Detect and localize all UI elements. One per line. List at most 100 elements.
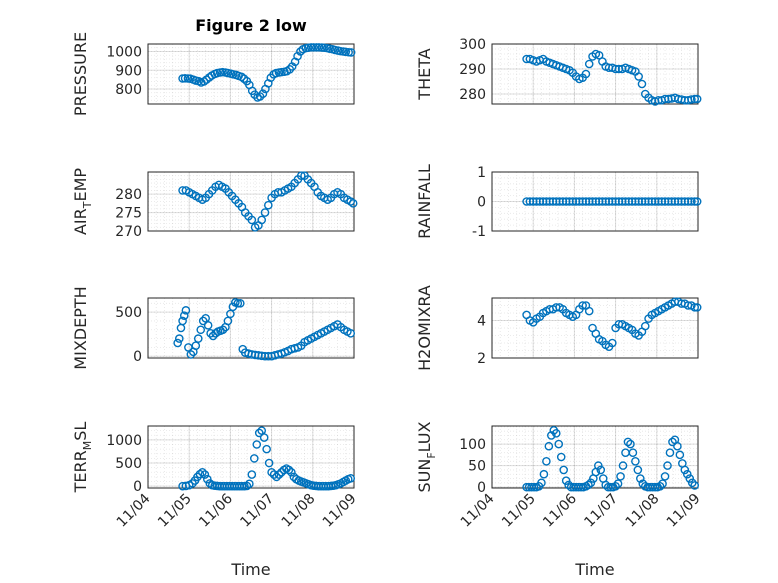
data-point: [254, 428, 264, 438]
data-point: [242, 481, 252, 491]
data-point: [175, 334, 184, 343]
x-tick-label: 11/08: [279, 491, 319, 531]
data-point: [336, 46, 345, 56]
subplot-5: 0 500 MIXDEPTH: [71, 286, 356, 370]
data-point: [257, 215, 267, 225]
y-axis-label-rest: EMP: [71, 168, 90, 202]
y-tick-label: 1: [477, 165, 486, 181]
data-point: [628, 448, 638, 457]
data-point: [346, 328, 356, 338]
data-point: [559, 465, 568, 475]
figure-title: Figure 2 low: [195, 16, 307, 35]
data-point: [539, 469, 549, 479]
y-tick-label: 1000: [106, 433, 142, 449]
data-point: [529, 482, 539, 492]
y-axis-label: PRESSURE: [71, 32, 90, 116]
data-point: [650, 482, 660, 492]
y-axis-label-subscript: F: [425, 452, 438, 458]
data-point: [247, 470, 257, 479]
x-axis-label: Time: [574, 560, 614, 579]
data-point: [640, 321, 650, 331]
data-point: [303, 43, 313, 53]
data-point: [200, 470, 210, 479]
data-point: [260, 208, 270, 217]
x-tick-label: 11/04: [114, 491, 154, 531]
y-tick-label: 290: [459, 62, 486, 78]
subplot-6: 2 4 H2OMIXRA: [415, 285, 702, 371]
y-tick-label: 280: [459, 87, 486, 103]
data-point: [203, 474, 212, 484]
data-point: [616, 472, 625, 481]
y-axis-label-main: H2OMIXRA: [415, 285, 434, 371]
data-point: [245, 479, 254, 489]
data-point: [180, 74, 190, 83]
y-axis-label-main: SUN: [415, 459, 434, 493]
y-tick-label: 2: [477, 351, 486, 367]
data-point: [237, 481, 247, 491]
data-point: [593, 461, 603, 470]
axes-box: [147, 171, 355, 232]
data-point: [259, 433, 269, 442]
data-point: [181, 306, 191, 315]
y-tick-label: 0: [133, 479, 142, 495]
data-point: [296, 171, 306, 180]
data-point: [272, 472, 281, 482]
x-tick-label: 11/08: [623, 491, 663, 531]
data-point: [267, 467, 276, 477]
y-tick-label: -1: [472, 224, 486, 240]
y-axis-label: SUNFLUX: [415, 421, 438, 492]
data-point: [252, 440, 262, 449]
y-tick-label: 300: [459, 37, 486, 53]
data-point: [584, 480, 593, 490]
data-point: [542, 457, 551, 466]
x-tick-label: 11/07: [581, 491, 621, 531]
y-tick-label: 900: [115, 63, 142, 79]
x-tick-label: 11/06: [540, 491, 580, 531]
data-point: [179, 311, 189, 320]
data-point: [269, 470, 279, 479]
data-point: [547, 431, 556, 440]
y-tick-label: 0: [477, 480, 486, 496]
y-axis-label: RAINFALL: [415, 164, 434, 239]
y-tick-label: 50: [468, 459, 486, 475]
data-point: [601, 480, 611, 490]
data-point: [692, 303, 702, 312]
data-point: [690, 481, 700, 490]
y-tick-label: 500: [115, 456, 142, 472]
data-point: [613, 479, 623, 488]
y-axis-label: H2OMIXRA: [415, 285, 434, 371]
y-axis-label: AIRTEMP: [71, 168, 94, 235]
y-tick-label: 0: [477, 195, 486, 211]
y-axis-label-rest: LUX: [415, 421, 434, 452]
data-point: [199, 77, 209, 86]
data-point: [564, 480, 573, 490]
data-point: [584, 59, 594, 69]
y-axis-label-main: RAINFALL: [415, 164, 434, 239]
data-point: [348, 199, 358, 208]
data-point: [193, 334, 203, 343]
y-axis-label-rest: SL: [71, 422, 90, 441]
y-tick-label: 4: [477, 314, 486, 330]
y-tick-label: 270: [115, 224, 142, 240]
data-point: [205, 479, 215, 488]
subplot-4: -1 0 1 RAINFALL: [415, 164, 702, 240]
data-point: [685, 474, 695, 483]
data-point: [606, 482, 615, 492]
data-point: [687, 478, 697, 488]
subplot-8: 0 50 100 11/04 11/05 11/06 11/07 11/08 11/09 Time…: [415, 421, 704, 579]
data-point: [186, 350, 196, 359]
data-point: [195, 469, 205, 479]
data-point: [178, 316, 187, 326]
axes-box: [491, 297, 699, 359]
x-tick-label: 11/07: [237, 491, 277, 531]
data-point: [690, 197, 700, 206]
subplot-1: 800 900 1000 PRESSURE: [71, 32, 356, 116]
data-point: [264, 458, 274, 468]
data-point: [581, 69, 591, 79]
data-point: [274, 470, 284, 479]
data-point: [284, 465, 294, 475]
data-point: [658, 479, 667, 488]
data-point: [631, 457, 640, 466]
y-axis-label-main: MIXDEPTH: [71, 286, 90, 369]
